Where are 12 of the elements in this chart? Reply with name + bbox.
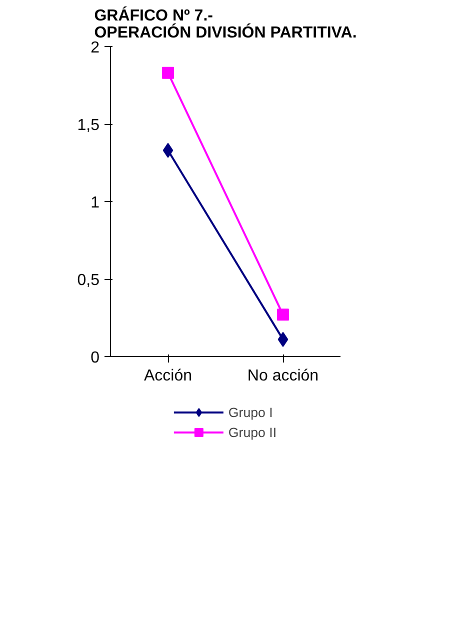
legend-label: Grupo I [228,404,273,420]
point [162,66,174,79]
y-tick-label: 1,5 [77,117,100,134]
x-tick-label: No acción [247,368,319,384]
legend-label: Grupo II [228,424,277,440]
x-tick-label: Acción [144,368,192,384]
y-tick-label: 0,5 [77,272,100,289]
y-tick-label: 2 [90,40,100,56]
point [277,308,289,321]
y-tick-label: 1 [90,194,100,212]
chart-title: GRÁFICO Nº 7.- OPERACIÓN DIVISIÓN PARTITIVA. [94,6,357,42]
y-tick-label: 0 [90,350,100,366]
